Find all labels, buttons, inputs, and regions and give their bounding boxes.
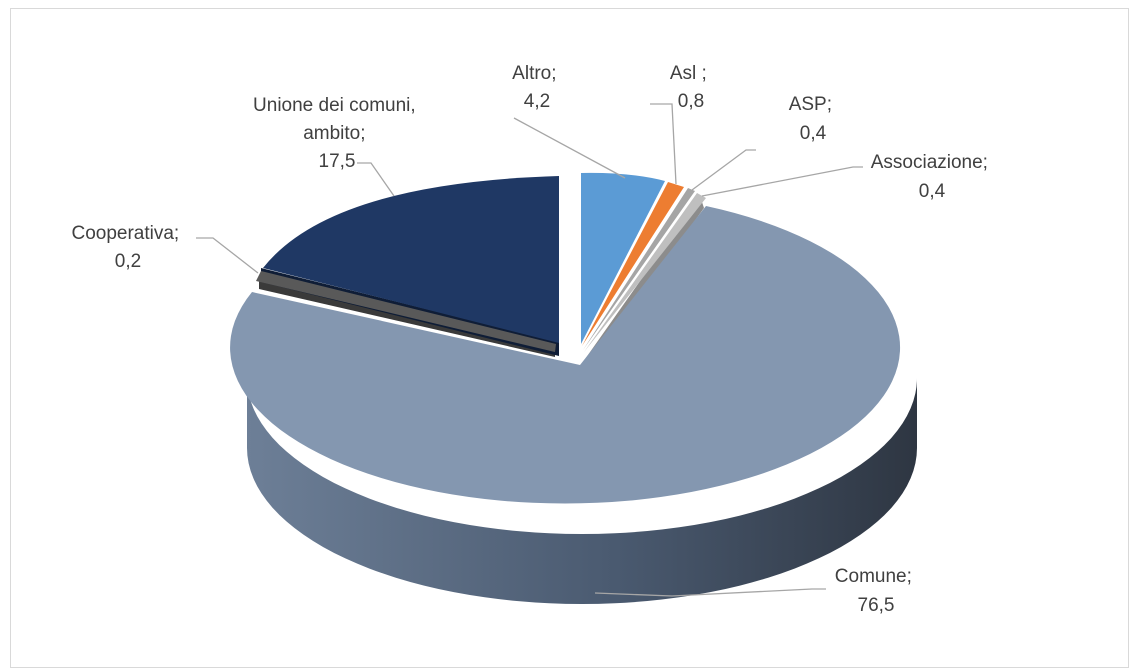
- slice-associazione: [584, 193, 706, 352]
- leader-cooperativa: [196, 237, 259, 274]
- slice-asl: [582, 182, 684, 346]
- leader-altro: [513, 117, 626, 179]
- label-cooperativa: Cooperativa; 0,2: [71, 223, 184, 272]
- label-unione: Unione dei comuni, ambito; 17,5: [253, 95, 421, 172]
- label-comune: Comune; 76,5: [835, 566, 917, 616]
- label-associazione: Associazione; 0,4: [871, 152, 994, 202]
- slice-unione: [263, 176, 559, 343]
- label-asl: Asl ; 0,8: [670, 63, 712, 112]
- leader-asp: [691, 149, 756, 191]
- leader-comune: [594, 588, 826, 597]
- slice-altro: [581, 172, 665, 344]
- label-asp: ASP; 0,4: [789, 94, 838, 144]
- slice-asp: [583, 188, 695, 350]
- leader-associazione: [701, 166, 863, 197]
- label-altro: Altro; 4,2: [512, 63, 562, 112]
- slice-cooperativa: [256, 271, 556, 352]
- leader-asl: [650, 103, 677, 185]
- leader-unione: [357, 162, 395, 197]
- slice-comune-side: [247, 378, 917, 604]
- slice-comune: [230, 206, 901, 504]
- pie-chart: Altro; 4,2 Asl ; 0,8 ASP; 0,4 Associazio…: [71, 63, 994, 616]
